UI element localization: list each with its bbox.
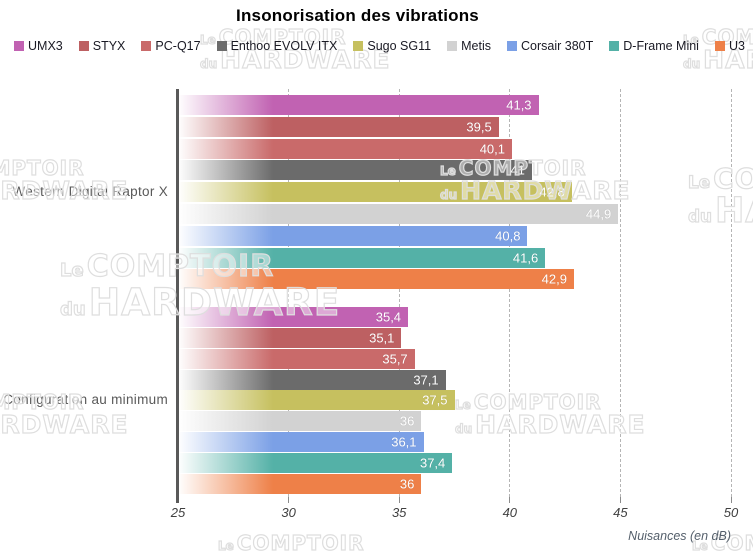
y-axis-line bbox=[176, 89, 179, 503]
legend-item-umx3: UMX3 bbox=[14, 39, 63, 53]
bar-value-label: 35,4 bbox=[375, 309, 402, 325]
bar-value-label: 42,9 bbox=[541, 271, 567, 287]
color-swatch-pc-q17 bbox=[141, 41, 152, 51]
legend-label: Metis bbox=[461, 39, 491, 53]
legend-label: D-Frame Mini bbox=[623, 39, 699, 53]
bar-metis-2: 36 bbox=[178, 411, 422, 432]
bar-value-label: 42,8 bbox=[539, 184, 565, 200]
bar-sugo-sg11-2: 37,5 bbox=[178, 390, 455, 411]
bar-corsair-380t-2: 36,1 bbox=[178, 432, 424, 453]
legend-item-u3: U3 bbox=[714, 39, 745, 53]
bar-value-label: 39,5 bbox=[466, 119, 492, 135]
category-label-western-digital-raptor-x: Western Digital Raptor X bbox=[12, 184, 168, 200]
bar-d-frame-mini-1: 41,6 bbox=[178, 247, 546, 268]
bar-u3-1: 42,9 bbox=[178, 269, 574, 290]
bar-umx3-2: 35,4 bbox=[178, 307, 409, 327]
legend-label: Sugo SG11 bbox=[367, 39, 432, 53]
bar-enthoo-evolv-itx-2: 37,1 bbox=[178, 369, 446, 390]
bar-value-label: 41 bbox=[510, 162, 525, 178]
bar-value-label: 41,3 bbox=[506, 97, 532, 113]
x-axis-tick-30 bbox=[288, 497, 290, 503]
legend-item-enthoo-evolv-itx: Enthoo EVOLV ITX bbox=[216, 39, 338, 53]
bar-value-label: 41,6 bbox=[512, 250, 539, 266]
bar-enthoo-evolv-itx-1: 41 bbox=[178, 160, 532, 181]
x-axis-tick-label-25: 25 bbox=[170, 505, 186, 520]
bar-styx-2: 35,1 bbox=[178, 327, 402, 348]
legend-label: Corsair 380T bbox=[521, 39, 594, 53]
x-axis-tick-40 bbox=[509, 497, 511, 503]
bar-value-label: 35,7 bbox=[382, 351, 408, 367]
legend-item-metis: Metis bbox=[447, 39, 491, 53]
bar-value-label: 36,1 bbox=[391, 434, 417, 450]
bar-u3-2: 36 bbox=[178, 473, 422, 494]
legend-label: Enthoo EVOLV ITX bbox=[230, 39, 338, 53]
gridline-35 bbox=[398, 89, 400, 497]
bar-umx3-1: 41,3 bbox=[178, 95, 539, 115]
bar-value-label: 40,1 bbox=[479, 141, 505, 157]
bar-value-label: 36 bbox=[399, 413, 415, 429]
x-axis-caption: Nuisances (en dB) bbox=[628, 529, 731, 543]
chart-title: Insonorisation des vibrations bbox=[236, 6, 479, 25]
legend-label: STYX bbox=[92, 39, 126, 53]
gridline-50 bbox=[730, 89, 732, 497]
bar-sugo-sg11-1: 42,8 bbox=[178, 182, 572, 203]
color-swatch-enthoo-evolv-itx bbox=[216, 41, 227, 51]
legend-item-pc-q17: PC-Q17 bbox=[141, 39, 201, 53]
bar-pc-q17-2: 35,7 bbox=[178, 348, 415, 369]
color-swatch-umx3 bbox=[14, 41, 24, 51]
bar-styx-1: 39,5 bbox=[178, 116, 499, 137]
legend-item-corsair-380t: Corsair 380T bbox=[507, 39, 593, 53]
bar-d-frame-mini-2: 37,4 bbox=[178, 452, 453, 473]
color-swatch-corsair-380t bbox=[507, 41, 517, 51]
legend-item-d-frame-mini: D-Frame Mini bbox=[609, 39, 699, 53]
color-swatch-styx bbox=[78, 41, 89, 51]
bar-value-label: 40,8 bbox=[495, 228, 521, 244]
x-axis-tick-label-45: 45 bbox=[613, 505, 628, 520]
gridline-30 bbox=[288, 89, 290, 497]
legend-item-sugo-sg11: Sugo SG11 bbox=[353, 39, 431, 53]
legend-item-styx: STYX bbox=[78, 39, 126, 53]
bar-value-label: 44,9 bbox=[585, 206, 612, 222]
bar-value-label: 35,1 bbox=[369, 330, 395, 346]
x-axis-tick-35 bbox=[398, 497, 400, 503]
legend-label: PC-Q17 bbox=[155, 39, 201, 53]
color-swatch-sugo-sg11 bbox=[353, 41, 364, 51]
bar-value-label: 37,4 bbox=[419, 455, 446, 471]
color-swatch-metis bbox=[447, 41, 458, 51]
x-axis-tick-45 bbox=[619, 497, 621, 503]
bar-pc-q17-1: 40,1 bbox=[178, 138, 512, 159]
bar-value-label: 37,5 bbox=[422, 392, 448, 408]
gridline-40 bbox=[509, 89, 511, 497]
color-swatch-d-frame-mini bbox=[609, 41, 620, 51]
legend: UMX3 STYX PC-Q17 Enthoo EVOLV ITX Sugo SG11 M… bbox=[14, 39, 745, 53]
x-axis-tick-label-35: 35 bbox=[391, 505, 407, 520]
bar-value-label: 37,1 bbox=[413, 372, 439, 388]
legend-label: U3 bbox=[728, 39, 745, 53]
category-label-configuration-au-minimum: Configuration au minimum bbox=[3, 391, 168, 407]
bar-corsair-380t-1: 40,8 bbox=[178, 225, 528, 246]
x-axis-tick-50 bbox=[730, 497, 732, 503]
bar-metis-1: 44,9 bbox=[178, 204, 619, 224]
bar-value-label: 36 bbox=[399, 476, 415, 492]
color-swatch-u3 bbox=[714, 41, 725, 51]
x-axis-tick-label-40: 40 bbox=[502, 505, 518, 520]
x-axis-tick-label-50: 50 bbox=[723, 505, 739, 520]
gridline-45 bbox=[619, 89, 621, 497]
legend-label: UMX3 bbox=[28, 39, 63, 53]
x-axis-tick-label-30: 30 bbox=[281, 505, 296, 520]
